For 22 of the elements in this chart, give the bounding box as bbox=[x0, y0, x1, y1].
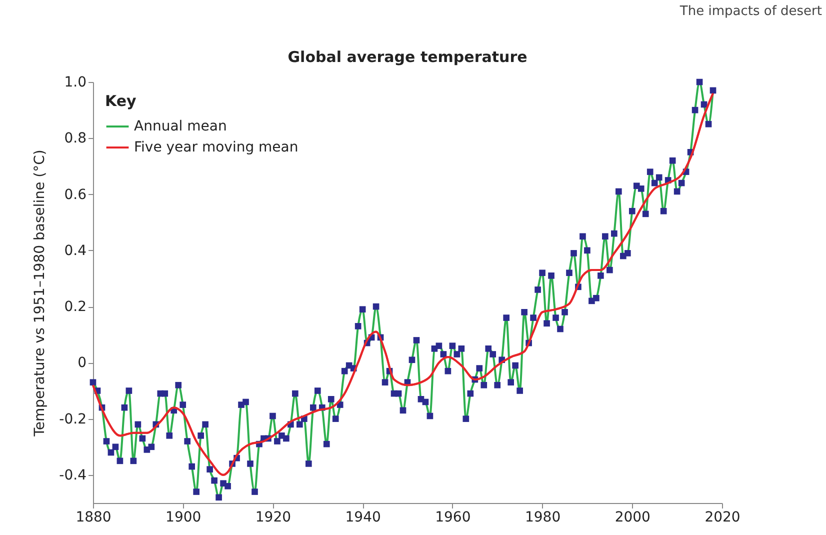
y-tick-label: 0 bbox=[78, 355, 86, 372]
y-tick-label: -0.4 bbox=[59, 467, 87, 484]
y-tick-label: 0.4 bbox=[64, 242, 87, 259]
x-tick-label: 1880 bbox=[76, 510, 112, 526]
legend-label: Annual mean bbox=[134, 118, 227, 134]
y-tick-label: 0.2 bbox=[64, 299, 86, 316]
legend-title: Key bbox=[105, 92, 137, 110]
x-tick-label: 2020 bbox=[704, 510, 740, 526]
y-tick-label: 0.6 bbox=[64, 186, 87, 203]
x-tick-label: 1900 bbox=[166, 510, 202, 526]
y-tick-label: 1.0 bbox=[64, 74, 86, 90]
x-tick-label: 1940 bbox=[345, 510, 381, 526]
x-tick-label: 1920 bbox=[255, 510, 292, 526]
y-tick-label: -0.2 bbox=[59, 411, 86, 428]
y-tick-label: 0.8 bbox=[64, 130, 86, 147]
legend-label: Five year moving mean bbox=[134, 140, 298, 156]
x-tick-label: 1960 bbox=[435, 510, 471, 526]
y-axis-title: Temperature vs 1951–1980 baseline (°C) bbox=[32, 150, 48, 438]
x-tick-label: 1980 bbox=[524, 510, 561, 526]
x-tick-label: 2000 bbox=[614, 510, 650, 526]
chart-title: Global average temperature bbox=[288, 48, 528, 66]
text: The impacts of desert bbox=[680, 4, 822, 19]
